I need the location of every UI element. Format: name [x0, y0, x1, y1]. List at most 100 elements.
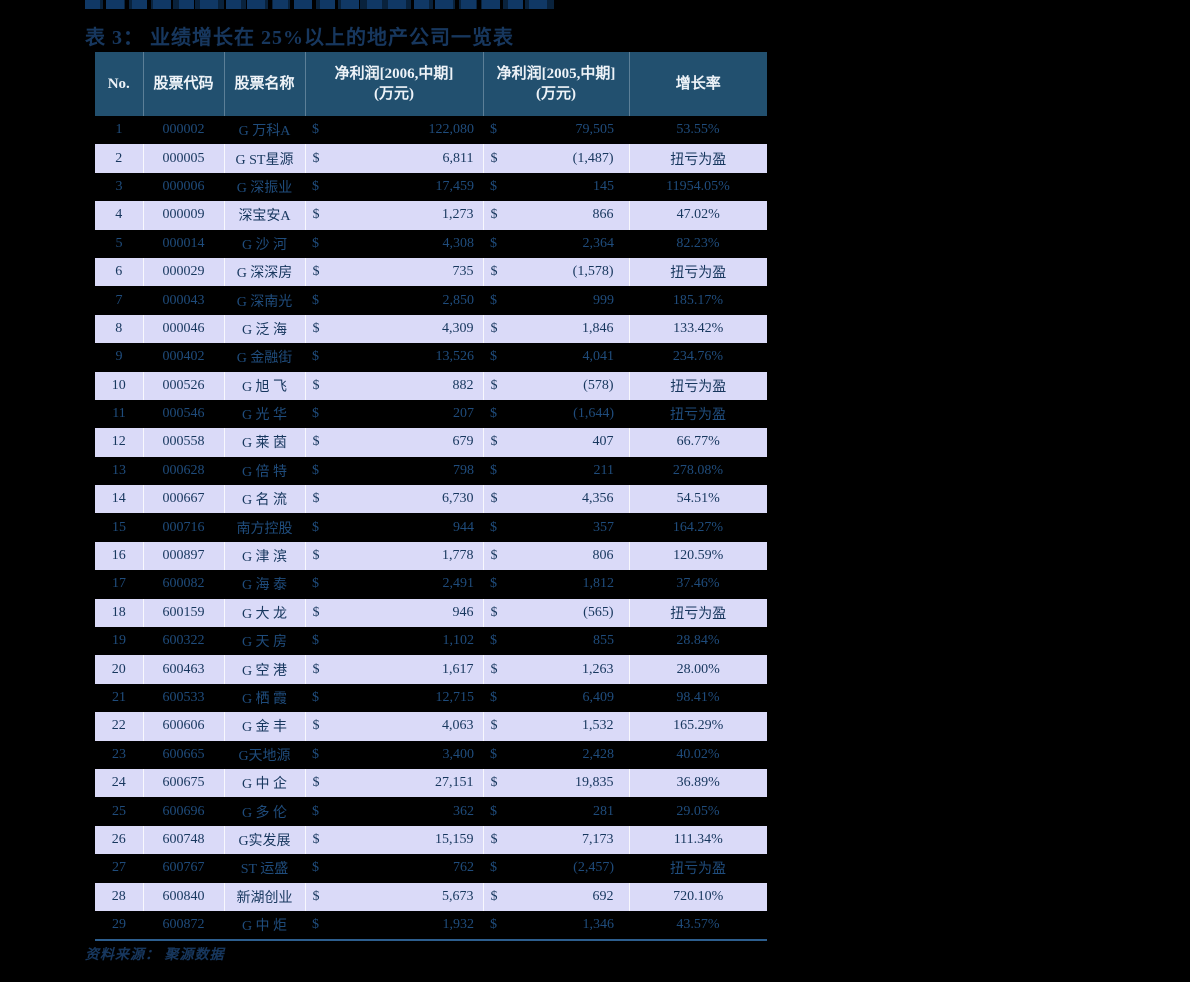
code-cell: 000558 — [142, 428, 224, 457]
dollar-sign: $ — [312, 633, 319, 649]
growth-cell: 111.34% — [628, 825, 767, 855]
name-cell: G 海 泰 — [241, 578, 288, 594]
name-cell: G 沙 河 — [241, 237, 288, 253]
table-row: 7 000043 G 深南光 $ 2,850 $ 999 185.17% — [95, 286, 767, 314]
np2005-cell: $ (1,578) — [482, 257, 629, 287]
growth-cell: 234.76% — [672, 349, 724, 365]
col-header-name: 股票名称 — [223, 52, 305, 116]
name-cell: G 深南光 — [236, 294, 293, 310]
dollar-sign: $ — [312, 235, 319, 251]
code-cell: 600675 — [142, 768, 224, 798]
np2005-cell: $ 79,505 — [483, 116, 629, 144]
np2006-cell: $ 362 — [305, 797, 483, 825]
growth-cell: 165.29% — [628, 712, 767, 741]
name-cell: G 天 房 — [241, 635, 288, 651]
dollar-sign: $ — [312, 746, 319, 762]
name-cell: G 中 炬 — [241, 919, 288, 935]
code-cell: 000546 — [162, 406, 205, 422]
code-cell: 000006 — [162, 178, 205, 194]
table-row: 9 000402 G 金融街 $ 13,526 $ 4,041 234.76% — [95, 343, 767, 371]
code-cell: 600322 — [162, 633, 205, 649]
np2005-cell: $ (565) — [482, 598, 629, 628]
name-cell: G 深深房 — [223, 257, 305, 287]
np2005-cell: $ (578) — [482, 371, 629, 400]
growth-cell: 54.51% — [628, 485, 767, 514]
np2005-cell: $ 999 — [483, 286, 629, 314]
name-cell: G 万科A — [238, 124, 291, 140]
table-row: 25 600696 G 多 伦 $ 362 $ 281 29.05% — [95, 797, 767, 825]
np2006-cell: $ 2,850 — [305, 286, 483, 314]
table-row: 28 600840 新湖创业 $ 5,673 $ 692 720.10% — [95, 882, 767, 911]
dollar-sign: $ — [312, 377, 320, 393]
name-cell: G 栖 霞 — [241, 692, 288, 707]
table-row: 23 600665 G天地源 $ 3,400 $ 2,428 40.02% — [95, 741, 767, 769]
no-cell: 28 — [95, 882, 143, 911]
name-cell: G 金融街 — [236, 351, 293, 367]
code-cell: 600872 — [162, 917, 205, 933]
np2006-cell: $ 15,159 — [304, 825, 483, 855]
dollar-sign: $ — [312, 462, 319, 478]
name-cell: G 旭 飞 — [223, 371, 305, 400]
np2006-cell: $ 1,778 — [304, 541, 483, 571]
dollar-sign: $ — [312, 917, 319, 933]
growth-cell: 82.23% — [676, 235, 720, 251]
dollar-sign: $ — [490, 775, 498, 791]
dollar-sign: $ — [490, 633, 497, 649]
np2005-cell: $ 692 — [482, 882, 629, 911]
np2005-cell: $ 855 — [483, 627, 629, 655]
np2005-cell: $ 866 — [482, 201, 629, 230]
np2005-cell: $ 2,428 — [483, 741, 629, 769]
col-header-np2006: 净利润[2006,中期] (万元) — [304, 52, 483, 116]
name-cell: 新湖创业 — [223, 882, 305, 911]
np2005-cell: $ (2,457) — [483, 854, 629, 882]
name-cell: G 津 滨 — [223, 541, 305, 571]
table-row: 1 000002 G 万科A $ 122,080 $ 79,505 53.55% — [95, 116, 767, 144]
no-cell: 10 — [95, 371, 143, 400]
code-cell: 600767 — [162, 860, 205, 876]
dollar-sign: $ — [490, 888, 498, 904]
np2005-cell: $ 806 — [482, 541, 629, 571]
no-cell: 24 — [95, 768, 143, 798]
dollar-sign: $ — [490, 292, 497, 308]
np2005-cell: $ 19,835 — [482, 768, 629, 798]
dollar-sign: $ — [312, 292, 319, 308]
np2005-cell: $ 1,812 — [483, 570, 629, 598]
dollar-sign: $ — [312, 888, 320, 904]
np2006-cell: $ 13,526 — [305, 343, 483, 371]
growth-cell: 120.59% — [628, 541, 767, 571]
code-cell: 600082 — [162, 576, 205, 592]
np2006-cell: $ 27,151 — [304, 768, 483, 798]
np2006-cell: $ 4,308 — [305, 230, 483, 258]
dollar-sign: $ — [490, 264, 498, 280]
dollar-sign: $ — [490, 122, 497, 138]
code-cell: 000009 — [142, 201, 224, 230]
dollar-sign: $ — [312, 661, 320, 677]
table-row: 10 000526 G 旭 飞 $ 882 $ (578) 扭亏为盈 — [95, 371, 767, 400]
name-cell: ST 运盛 — [240, 862, 289, 878]
np2005-cell: $ 1,346 — [483, 911, 629, 940]
np2006-cell: $ 1,273 — [304, 201, 483, 230]
name-cell: G 倍 特 — [241, 464, 288, 480]
np2005-cell: $ 4,041 — [483, 343, 629, 371]
name-cell: G 中 企 — [223, 768, 305, 798]
stock-growth-table: No. 股票代码 股票名称 净利润[2006,中期] (万元) 净利润[2005,… — [95, 52, 767, 942]
no-cell: 17 — [112, 576, 126, 592]
no-cell: 11 — [112, 406, 126, 422]
growth-cell: 37.46% — [676, 576, 720, 592]
growth-cell: 扭亏为盈 — [628, 371, 767, 400]
growth-cell: 36.89% — [628, 768, 767, 798]
table-row: 27 600767 ST 运盛 $ 762 $ (2,457) 扭亏为盈 — [95, 854, 767, 882]
table-row: 22 600606 G 金 丰 $ 4,063 $ 1,532 165.29% — [95, 712, 767, 741]
np2005-cell: $ 2,364 — [483, 230, 629, 258]
growth-cell: 720.10% — [628, 882, 767, 911]
no-cell: 22 — [95, 712, 143, 741]
dollar-sign: $ — [490, 917, 497, 933]
dollar-sign: $ — [312, 860, 319, 876]
np2006-cell: $ 6,730 — [304, 485, 483, 514]
np2005-cell: $ 1,263 — [482, 655, 629, 684]
code-cell: 600463 — [142, 655, 224, 684]
np2006-cell: $ 12,715 — [305, 684, 483, 712]
code-cell: 600665 — [162, 746, 205, 762]
no-cell: 1 — [115, 122, 123, 138]
code-cell: 600748 — [142, 825, 224, 855]
